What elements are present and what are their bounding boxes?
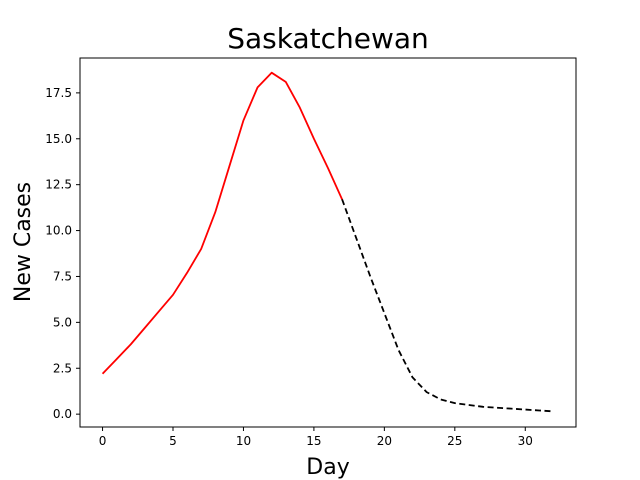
y-tick-label: 15.0: [45, 132, 72, 146]
reported-cases-line: [101, 71, 343, 375]
x-axis-label: Day: [306, 455, 349, 480]
y-tick-label: 0.0: [53, 407, 72, 421]
y-tick-label: 2.5: [53, 361, 72, 375]
plot-frame: [79, 57, 577, 428]
x-tick-label: 10: [236, 434, 251, 448]
x-tick-label: 5: [169, 434, 177, 448]
x-tick-label: 30: [518, 434, 533, 448]
y-tick-label: 10.0: [45, 224, 72, 238]
y-tick-label: 5.0: [53, 315, 72, 329]
y-tick-label: 17.5: [45, 86, 72, 100]
y-axis-label: New Cases: [11, 182, 36, 302]
ticks-layer: 0 5 10 15 20 25 30 0.0 2.5 5.0 7.5 10.0 12.5 15.0 17.5: [45, 86, 533, 448]
y-tick-label: 12.5: [45, 178, 72, 192]
x-tick-label: 25: [447, 434, 462, 448]
x-tick-label: 20: [377, 434, 392, 448]
x-tick-label: 0: [99, 434, 107, 448]
series-layer: [101, 71, 554, 413]
y-tick-label: 7.5: [53, 269, 72, 283]
projected-cases-line: [341, 199, 554, 413]
x-tick-label: 15: [306, 434, 321, 448]
chart-title: Saskatchewan: [227, 22, 429, 55]
